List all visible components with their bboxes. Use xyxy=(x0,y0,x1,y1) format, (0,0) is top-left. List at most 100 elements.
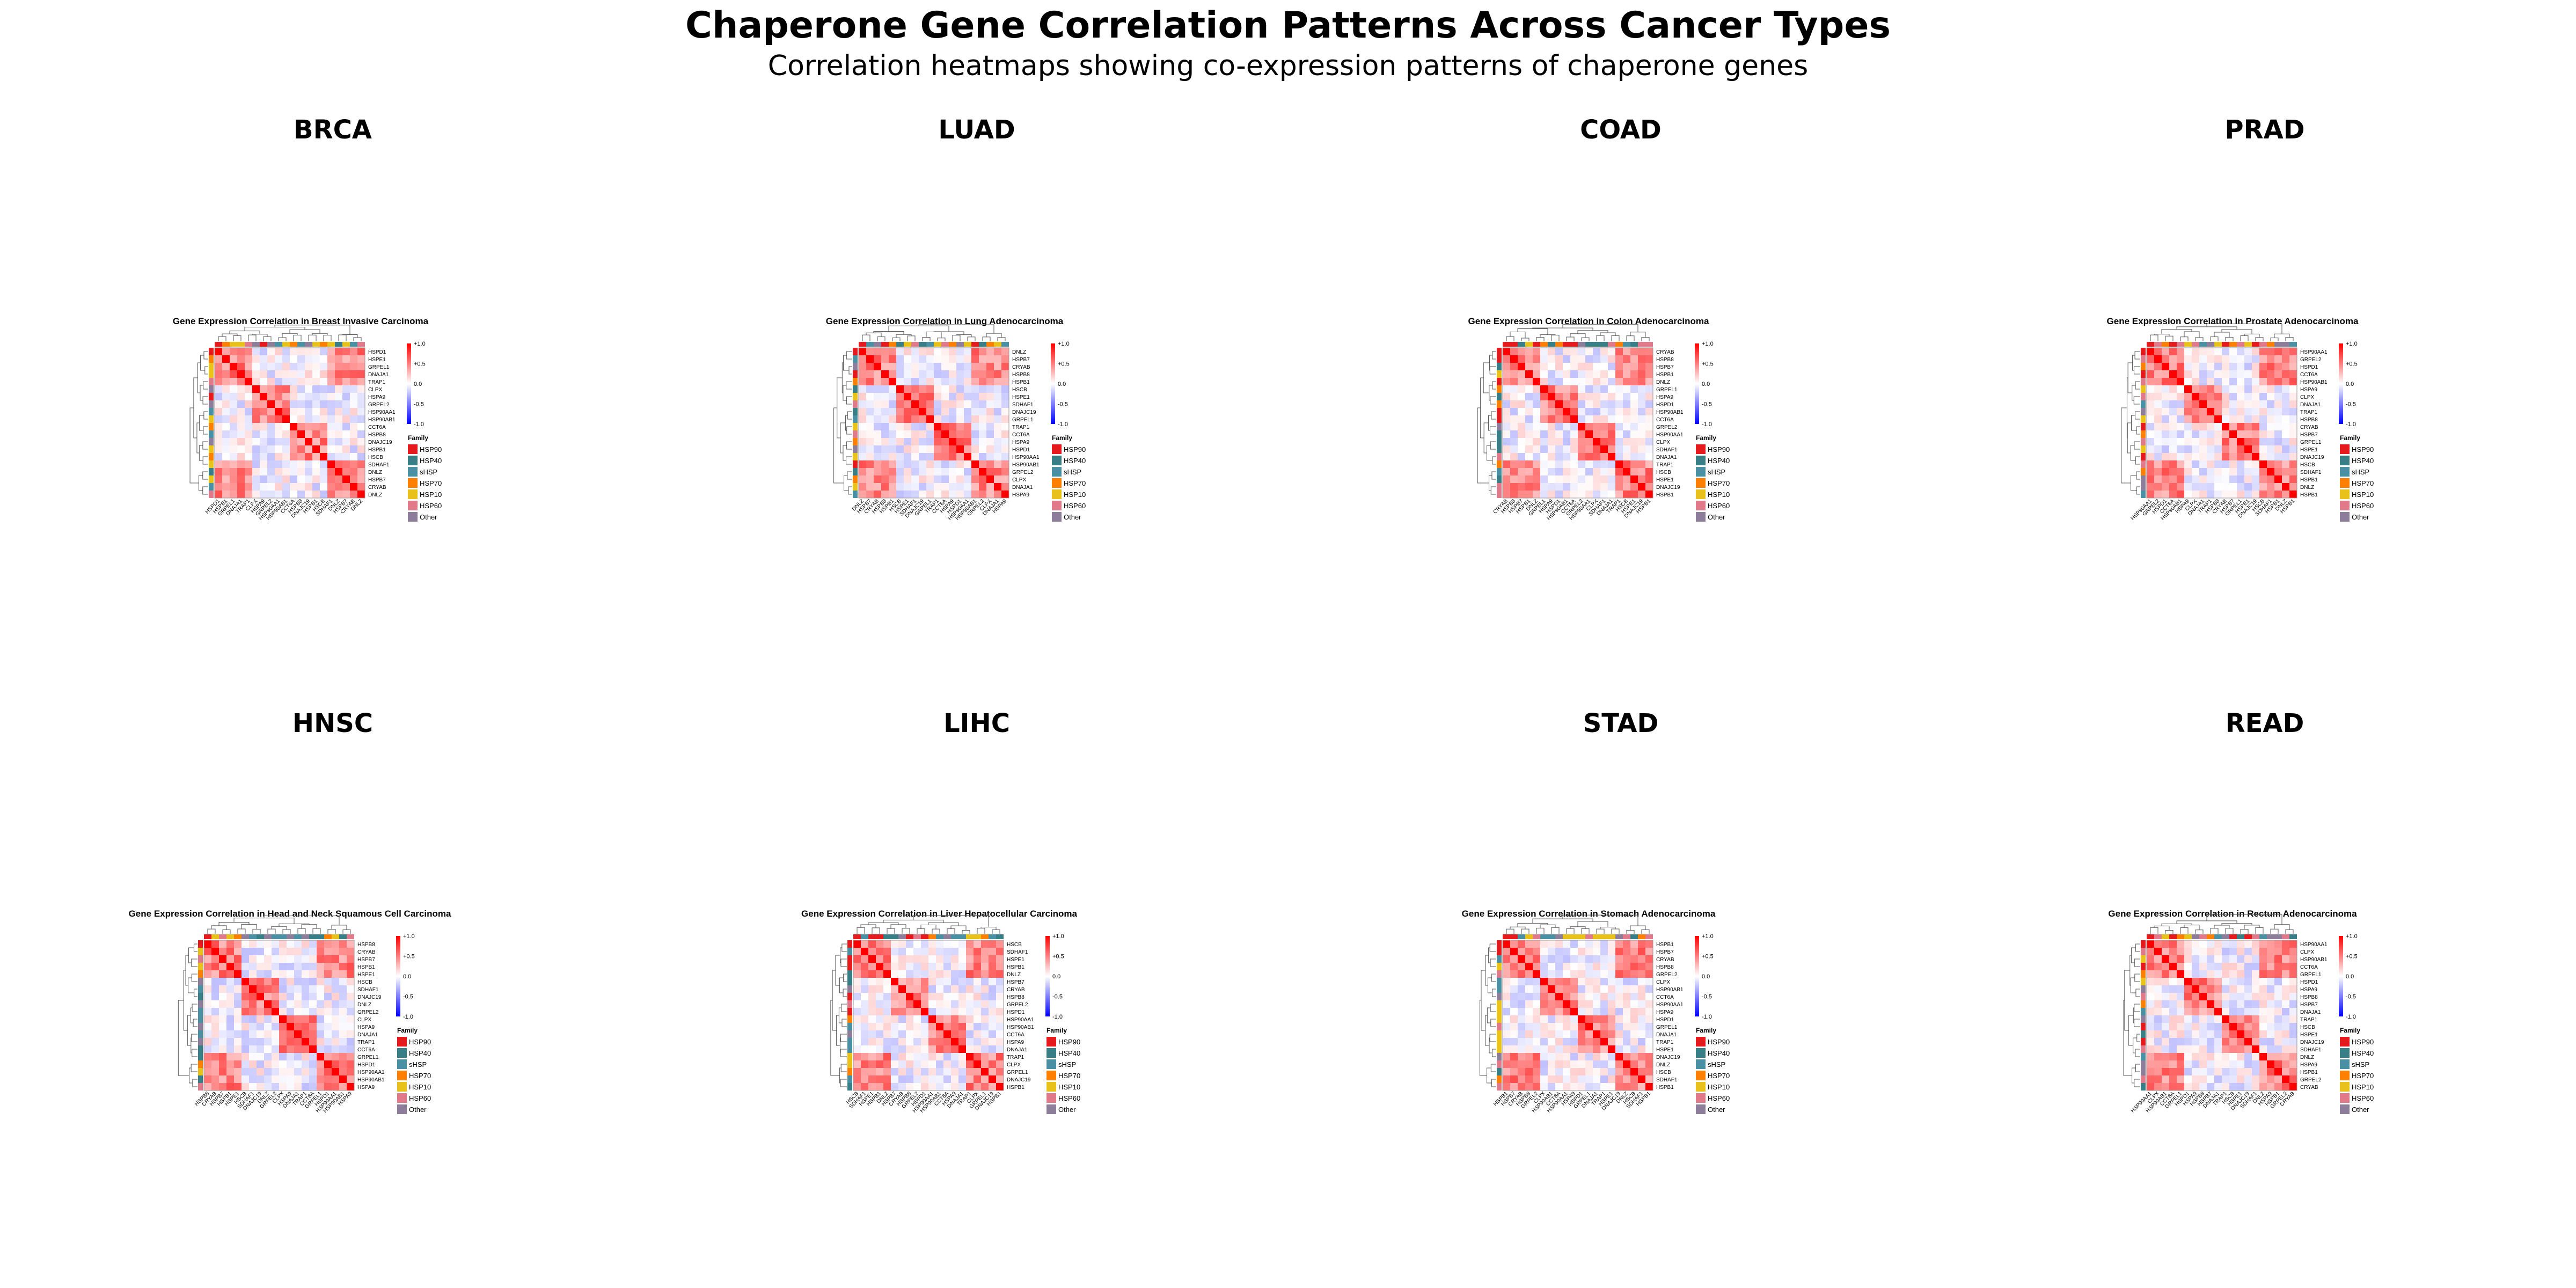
heatmap-cell xyxy=(2154,940,2162,948)
heatmap-cell xyxy=(876,1030,883,1038)
heatmap-cell xyxy=(282,475,290,483)
heatmap-cell xyxy=(260,348,267,355)
heatmap-cell xyxy=(1503,1023,1510,1030)
heatmap-cell xyxy=(989,1038,996,1045)
heatmap-cell xyxy=(215,483,222,491)
heatmap-cell xyxy=(320,491,327,498)
heatmap-cell xyxy=(1533,993,1540,1000)
heatmap-cell xyxy=(1638,1008,1645,1015)
heatmap-cell xyxy=(2214,460,2222,468)
heatmap-cell xyxy=(287,985,294,993)
family-annotation-top xyxy=(2169,342,2177,347)
heatmap-cell xyxy=(335,460,342,468)
legend-swatch xyxy=(1052,489,1062,499)
heatmap-cell xyxy=(245,460,252,468)
heatmap-cell xyxy=(309,1075,317,1083)
heatmap-cell xyxy=(2289,1075,2297,1083)
heatmap-cell xyxy=(1533,453,1540,460)
heatmap-cell xyxy=(2244,370,2252,378)
heatmap-cell xyxy=(2184,993,2192,1000)
heatmap-cell xyxy=(979,475,986,483)
heatmap-cell xyxy=(1525,460,1533,468)
heatmap-cell xyxy=(974,940,981,948)
heatmap-cell xyxy=(1533,460,1540,468)
heatmap-cell xyxy=(2199,460,2207,468)
heatmap-cell xyxy=(234,1023,241,1030)
colorbar-tick-label: 0.0 xyxy=(2346,974,2354,980)
heatmap-cell xyxy=(264,1075,272,1083)
heatmap-cell xyxy=(896,460,904,468)
heatmap-cell xyxy=(1593,955,1600,963)
heatmap-cell xyxy=(926,348,934,355)
heatmap-cell xyxy=(1645,955,1653,963)
heatmap-cell xyxy=(949,423,956,430)
heatmap-cell xyxy=(2274,993,2282,1000)
heatmap-cell xyxy=(2222,430,2229,438)
colorbar xyxy=(1695,936,1699,1016)
family-annotation-top xyxy=(941,342,949,347)
heatmap-cell xyxy=(335,400,342,408)
heatmap-cell xyxy=(264,1053,272,1060)
heatmap-cell xyxy=(2252,468,2259,475)
heatmap-cell xyxy=(1540,1038,1548,1045)
family-annotation-top xyxy=(919,342,926,347)
heatmap-cell xyxy=(949,468,956,475)
heatmap-cell xyxy=(260,423,267,430)
heatmap-cell xyxy=(282,400,290,408)
heatmap-cell xyxy=(2274,955,2282,963)
heatmap-cell xyxy=(979,438,986,445)
heatmap-cell xyxy=(1540,430,1548,438)
heatmap-cell xyxy=(1510,963,1518,970)
heatmap-cell xyxy=(949,355,956,363)
heatmap-cell xyxy=(941,475,949,483)
heatmap-cell xyxy=(204,1038,211,1045)
heatmap-cell xyxy=(2267,955,2274,963)
family-annotation-left xyxy=(209,408,214,415)
heatmap-cell xyxy=(971,363,979,370)
heatmap-cell xyxy=(1623,438,1630,445)
heatmap-cell xyxy=(913,1023,921,1030)
family-annotation-left xyxy=(1497,1083,1502,1091)
row-label: HSPB1 xyxy=(2300,477,2318,483)
heatmap-cell xyxy=(956,491,964,498)
heatmap-cell xyxy=(215,370,222,378)
heatmap-cell xyxy=(2267,1045,2274,1053)
legend-swatch xyxy=(2340,489,2350,499)
heatmap-cell xyxy=(2229,1023,2237,1030)
heatmap-cell xyxy=(2199,963,2207,970)
heatmap-cell xyxy=(2207,1068,2214,1075)
heatmap-cell xyxy=(1533,1015,1540,1023)
heatmap-cell xyxy=(2147,963,2154,970)
heatmap-cell xyxy=(1570,1068,1578,1075)
heatmap-cell xyxy=(1608,400,1615,408)
heatmap-cell xyxy=(889,491,896,498)
heatmap-cell xyxy=(1001,430,1009,438)
heatmap-cell xyxy=(2252,1030,2259,1038)
family-annotation-top xyxy=(1630,934,1638,939)
heatmap-cell xyxy=(2154,393,2162,400)
heatmap-cell xyxy=(342,438,350,445)
heatmap-cell xyxy=(2244,963,2252,970)
heatmap-cell xyxy=(881,400,889,408)
legend-swatch xyxy=(2340,1048,2350,1058)
heatmap-cell xyxy=(1548,438,1555,445)
heatmap-cell xyxy=(1638,1000,1645,1008)
heatmap-cell xyxy=(1638,438,1645,445)
heatmap-cell xyxy=(1638,955,1645,963)
heatmap-cell xyxy=(320,363,327,370)
heatmap-cell xyxy=(853,985,861,993)
heatmap-cell xyxy=(2282,491,2289,498)
heatmap-cell xyxy=(2222,355,2229,363)
heatmap-cell xyxy=(302,1038,309,1045)
family-annotation-top xyxy=(951,934,958,939)
heatmap-cell xyxy=(211,1023,219,1030)
heatmap-cell xyxy=(2184,940,2192,948)
heatmap-cell xyxy=(906,940,913,948)
family-annotation-left xyxy=(2141,491,2146,498)
heatmap-cell xyxy=(2282,355,2289,363)
heatmap-cell xyxy=(904,385,911,393)
heatmap-cell xyxy=(1563,385,1570,393)
heatmap-cell xyxy=(936,1060,943,1068)
family-annotation-left xyxy=(209,483,214,491)
heatmap-cell xyxy=(876,1015,883,1023)
